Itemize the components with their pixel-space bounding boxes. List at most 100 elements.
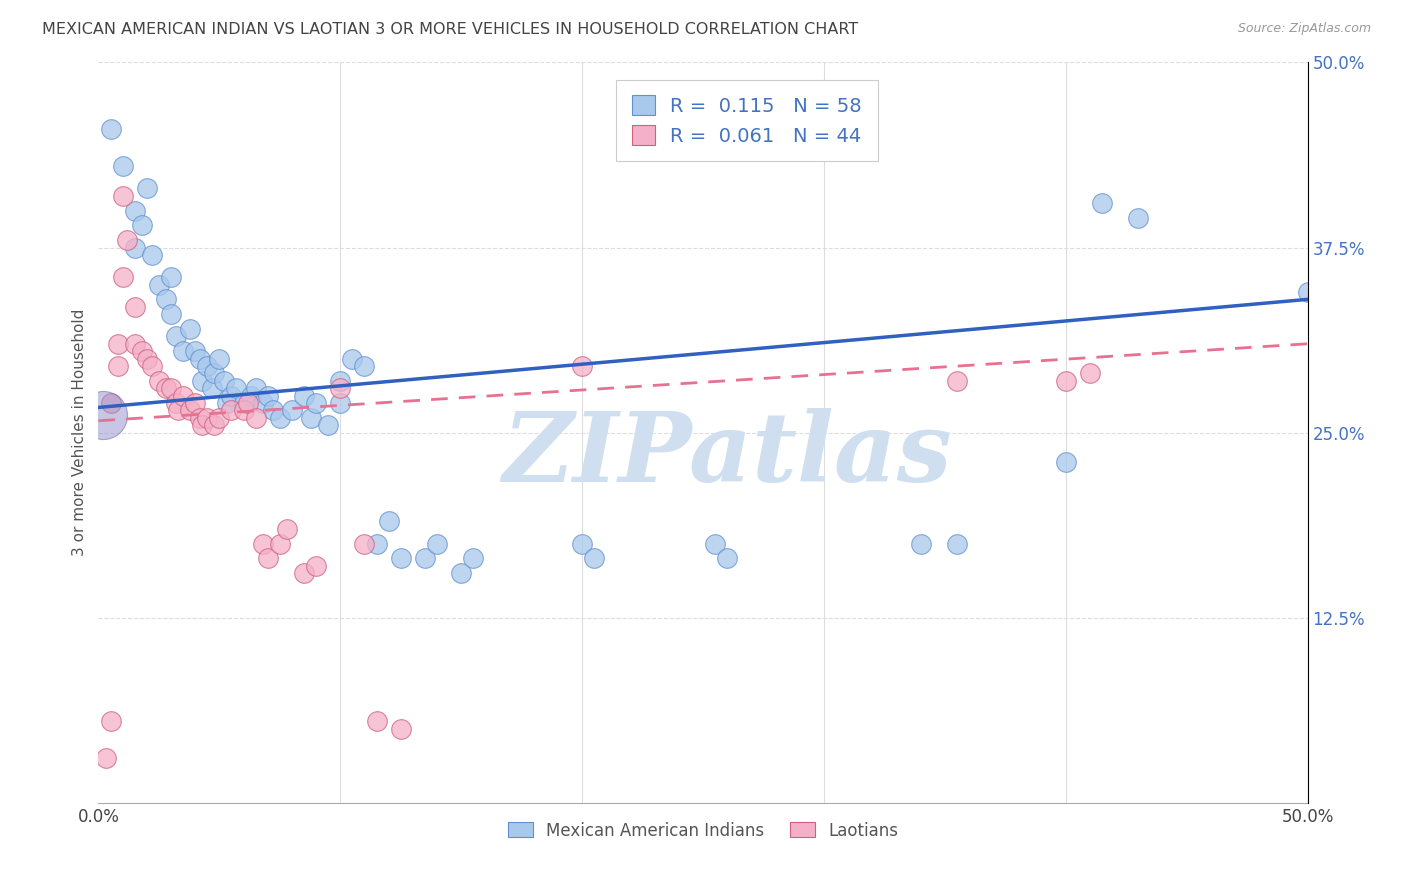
Point bbox=[571, 536, 593, 550]
Point bbox=[141, 248, 163, 262]
Point bbox=[426, 536, 449, 550]
Point bbox=[262, 403, 284, 417]
Point bbox=[292, 566, 315, 581]
Point bbox=[256, 551, 278, 566]
Point bbox=[160, 270, 183, 285]
Point bbox=[141, 359, 163, 373]
Point bbox=[111, 188, 134, 202]
Point bbox=[131, 219, 153, 233]
Point bbox=[329, 374, 352, 388]
Point bbox=[172, 388, 194, 402]
Point bbox=[179, 403, 201, 417]
Point bbox=[124, 336, 146, 351]
Point bbox=[155, 381, 177, 395]
Point bbox=[1054, 455, 1077, 469]
Point bbox=[221, 403, 243, 417]
Text: MEXICAN AMERICAN INDIAN VS LAOTIAN 3 OR MORE VEHICLES IN HOUSEHOLD CORRELATION C: MEXICAN AMERICAN INDIAN VS LAOTIAN 3 OR … bbox=[42, 22, 859, 37]
Point bbox=[94, 751, 117, 765]
Point bbox=[252, 396, 274, 410]
Point bbox=[305, 396, 328, 410]
Point bbox=[184, 344, 207, 359]
Point bbox=[124, 203, 146, 218]
Point bbox=[195, 359, 218, 373]
Point bbox=[135, 181, 157, 195]
Point bbox=[910, 536, 932, 550]
Point bbox=[225, 381, 247, 395]
Point bbox=[91, 408, 114, 422]
Point bbox=[208, 351, 231, 366]
Point bbox=[276, 522, 298, 536]
Point bbox=[716, 551, 738, 566]
Point bbox=[131, 344, 153, 359]
Point bbox=[155, 293, 177, 307]
Point bbox=[353, 359, 375, 373]
Point bbox=[221, 388, 243, 402]
Point bbox=[124, 240, 146, 255]
Point bbox=[389, 722, 412, 736]
Point bbox=[201, 381, 224, 395]
Point bbox=[117, 233, 139, 247]
Point bbox=[107, 336, 129, 351]
Point bbox=[148, 374, 170, 388]
Point bbox=[305, 558, 328, 573]
Point bbox=[245, 410, 267, 425]
Point bbox=[252, 536, 274, 550]
Point bbox=[100, 714, 122, 729]
Point bbox=[232, 403, 254, 417]
Point bbox=[165, 329, 187, 343]
Point bbox=[239, 388, 262, 402]
Point bbox=[191, 374, 214, 388]
Point bbox=[946, 374, 969, 388]
Point bbox=[232, 396, 254, 410]
Point bbox=[571, 359, 593, 373]
Point bbox=[704, 536, 727, 550]
Point bbox=[353, 536, 375, 550]
Point bbox=[1128, 211, 1150, 225]
Point bbox=[124, 300, 146, 314]
Point bbox=[160, 307, 183, 321]
Point bbox=[269, 410, 291, 425]
Point bbox=[1078, 367, 1101, 381]
Point bbox=[184, 396, 207, 410]
Point bbox=[107, 359, 129, 373]
Point bbox=[172, 344, 194, 359]
Point bbox=[148, 277, 170, 292]
Point bbox=[316, 418, 339, 433]
Point bbox=[179, 322, 201, 336]
Point bbox=[281, 403, 304, 417]
Point bbox=[583, 551, 606, 566]
Point bbox=[167, 403, 190, 417]
Point bbox=[188, 410, 211, 425]
Y-axis label: 3 or more Vehicles in Household: 3 or more Vehicles in Household bbox=[72, 309, 87, 557]
Point bbox=[238, 396, 260, 410]
Point bbox=[135, 351, 157, 366]
Point bbox=[160, 381, 183, 395]
Point bbox=[100, 396, 122, 410]
Point bbox=[1296, 285, 1319, 299]
Point bbox=[195, 410, 218, 425]
Text: Source: ZipAtlas.com: Source: ZipAtlas.com bbox=[1237, 22, 1371, 36]
Point bbox=[208, 410, 231, 425]
Point bbox=[165, 396, 187, 410]
Point bbox=[292, 388, 315, 402]
Point bbox=[256, 388, 278, 402]
Point bbox=[366, 714, 388, 729]
Point bbox=[366, 536, 388, 550]
Point bbox=[329, 396, 352, 410]
Point bbox=[111, 159, 134, 173]
Point bbox=[212, 374, 235, 388]
Point bbox=[342, 351, 364, 366]
Point bbox=[389, 551, 412, 566]
Point bbox=[215, 396, 238, 410]
Point bbox=[191, 418, 214, 433]
Point bbox=[1054, 374, 1077, 388]
Point bbox=[204, 418, 226, 433]
Point bbox=[204, 367, 226, 381]
Point bbox=[463, 551, 485, 566]
Point bbox=[377, 515, 399, 529]
Point bbox=[245, 381, 267, 395]
Point bbox=[269, 536, 291, 550]
Text: ZIPatlas: ZIPatlas bbox=[502, 408, 952, 502]
Point bbox=[1091, 196, 1114, 211]
Point bbox=[111, 270, 134, 285]
